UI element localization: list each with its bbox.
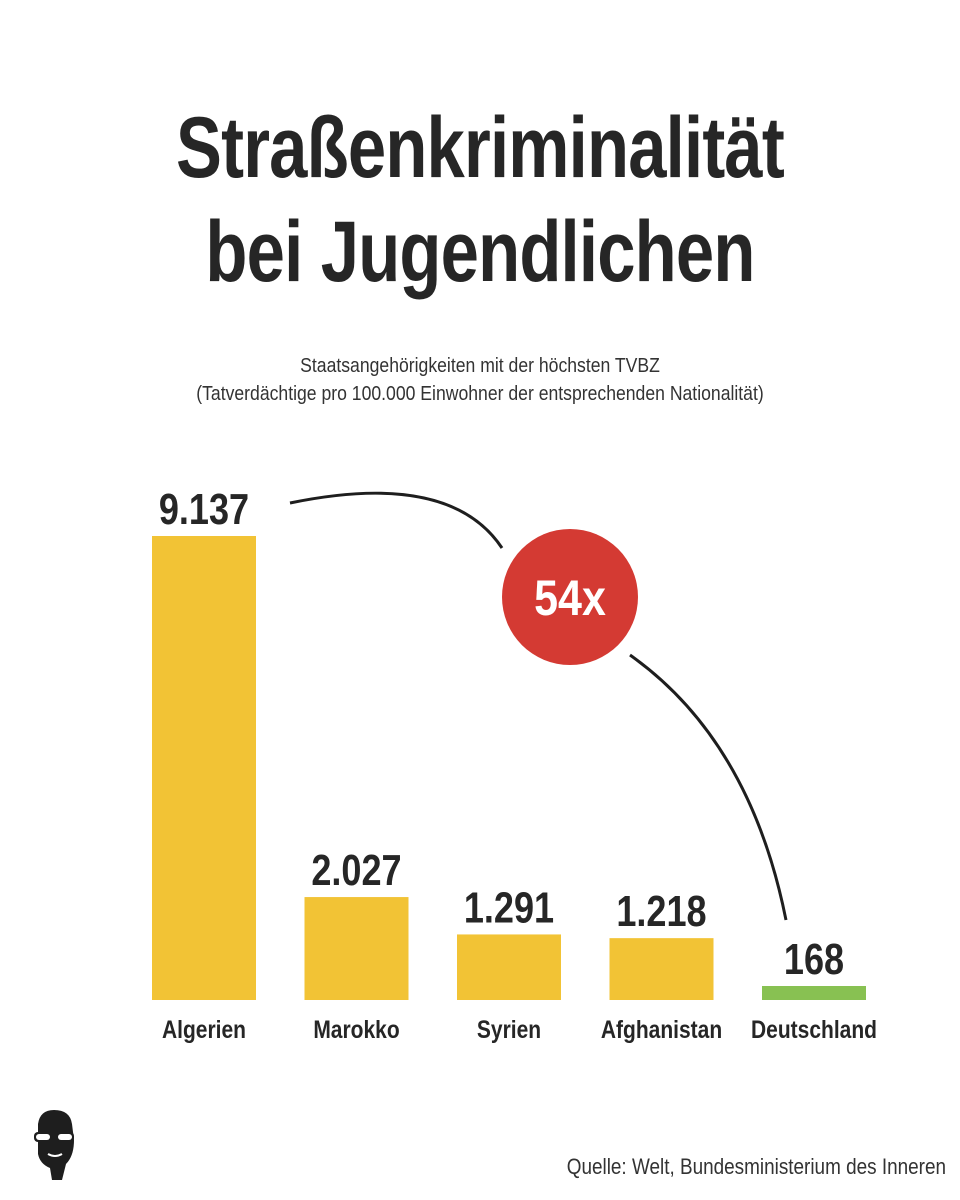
value-label-syrien: 1.291 <box>464 883 554 932</box>
bar-deutschland <box>762 986 866 1000</box>
category-label-marokko: Marokko <box>313 1015 399 1043</box>
face-with-sunglasses-icon <box>34 1110 74 1180</box>
ratio-badge-text: 54x <box>534 570 606 626</box>
comparison-arc-lower <box>629 653 788 921</box>
bar-syrien <box>457 934 561 1000</box>
title-line-2: bei Jugendlichen <box>205 204 755 300</box>
ratio-badge: 54x <box>502 529 638 665</box>
comparison-arc-upper <box>289 491 504 549</box>
logo <box>28 1106 80 1187</box>
value-label-marokko: 2.027 <box>311 846 401 895</box>
bar-afghanistan <box>609 938 714 1000</box>
bar-chart: 9.137 Algerien 2.027 Marokko 1.291 Syrien 1.21… <box>152 485 877 1043</box>
bars-group: 9.137 Algerien 2.027 Marokko 1.291 Syrien 1.21… <box>152 485 877 1043</box>
page-title: Straßenkriminalität bei Jugendlichen <box>96 96 864 304</box>
subtitle-line-2: (Tatverdächtige pro 100.000 Einwohner de… <box>196 383 764 405</box>
subtitle-line-1: Staatsangehörigkeiten mit der höchsten T… <box>300 355 660 377</box>
value-label-afghanistan: 1.218 <box>616 887 706 936</box>
bar-marokko <box>304 897 409 1000</box>
category-label-afghanistan: Afghanistan <box>601 1015 722 1043</box>
value-label-deutschland: 168 <box>784 935 844 984</box>
category-label-deutschland: Deutschland <box>751 1015 877 1043</box>
value-label-algerien: 9.137 <box>159 485 249 534</box>
title-line-1: Straßenkriminalität <box>176 100 785 196</box>
category-label-algerien: Algerien <box>162 1015 246 1043</box>
category-label-syrien: Syrien <box>477 1015 541 1043</box>
ratio-badge-circle <box>502 529 638 665</box>
chart-subtitle: Staatsangehörigkeiten mit der höchsten T… <box>58 352 903 408</box>
bar-algerien <box>152 536 256 1000</box>
source-note: Quelle: Welt, Bundesministerium des Inne… <box>566 1154 946 1179</box>
